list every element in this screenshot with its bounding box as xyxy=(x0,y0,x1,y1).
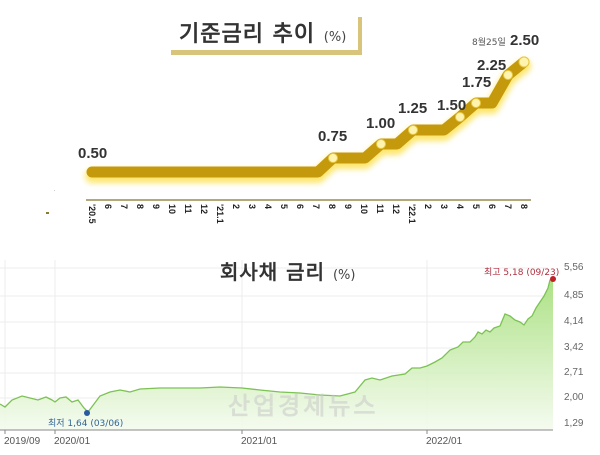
marker-0.75 xyxy=(328,153,338,163)
x-tick: 2020/01 xyxy=(54,436,91,447)
month-tick: 12 xyxy=(391,204,401,215)
marker-1.75 xyxy=(471,98,481,108)
month-tick: 4 xyxy=(455,204,465,210)
label-2.25: 2.25 xyxy=(477,57,507,74)
month-tick: 9 xyxy=(151,204,161,210)
corporate-bond-chart xyxy=(0,260,556,434)
marker-2.25 xyxy=(503,70,513,80)
x-tick: 2019/09 xyxy=(4,436,41,447)
label-1.25: 1.25 xyxy=(398,100,428,117)
bond-area xyxy=(0,279,553,430)
month-tick: 8 xyxy=(519,204,529,210)
max-annotation: 최고 5,18 (09/23) xyxy=(484,268,560,278)
month-tick: 6 xyxy=(295,204,305,210)
label-2.50: 2.50 xyxy=(510,32,540,49)
policy-rate-chart xyxy=(46,56,531,214)
y-tick: 4,85 xyxy=(564,290,584,301)
month-tick: 3 xyxy=(247,204,257,210)
month-tick: 7 xyxy=(503,204,513,210)
month-tick: 6 xyxy=(103,204,113,210)
y-tick: 2,00 xyxy=(564,392,584,403)
label-1.75: 1.75 xyxy=(462,74,492,91)
bond-rate-unit: (%) xyxy=(332,268,356,283)
watermark: 산업경제뉴스 xyxy=(228,392,379,420)
month-tick: 10 xyxy=(359,204,369,215)
date-note: 8월25일 xyxy=(472,38,506,48)
bond-rate-title-text: 회사채 금리 xyxy=(220,260,325,284)
min-annotation: 최저 1,64 (03/06) xyxy=(48,419,124,429)
policy-rate-title: 기준금리 추이 (%) xyxy=(167,12,359,50)
y-tick: 2,71 xyxy=(564,367,584,378)
month-tick: 2 xyxy=(423,204,433,210)
month-tick: 7 xyxy=(311,204,321,210)
month-tick: 9 xyxy=(343,204,353,210)
month-tick: 5 xyxy=(279,204,289,210)
bond-rate-title: 회사채 금리 (%) xyxy=(220,256,355,285)
month-tick: 6 xyxy=(487,204,497,210)
label-1.50: 1.50 xyxy=(437,97,467,114)
y-tick: 4,14 xyxy=(564,316,584,327)
label-0.75: 0.75 xyxy=(318,128,348,145)
max-marker xyxy=(550,276,556,282)
month-tick: 4 xyxy=(263,204,273,210)
x-tick: 2021/01 xyxy=(241,436,278,447)
label-0.50: 0.50 xyxy=(78,145,108,162)
label-1.00: 1.00 xyxy=(366,115,396,132)
month-tick: 5 xyxy=(471,204,481,210)
min-marker xyxy=(84,410,90,416)
marker-1.25 xyxy=(408,125,418,135)
x-tick: 2022/01 xyxy=(426,436,463,447)
month-tick: 8 xyxy=(135,204,145,210)
month-tick: 10 xyxy=(167,204,177,215)
month-tick: 8 xyxy=(327,204,337,210)
marker-1.50 xyxy=(455,112,465,122)
marker-2.50 xyxy=(518,56,530,68)
month-tick: 11 xyxy=(375,204,385,214)
y-tick: 3,42 xyxy=(564,342,584,353)
y-tick: 5,56 xyxy=(564,262,584,273)
month-tick: 12 xyxy=(199,204,209,215)
month-tick: 3 xyxy=(439,204,449,210)
month-tick: 7 xyxy=(119,204,129,210)
marker-1.00 xyxy=(376,139,386,149)
month-tick: 11 xyxy=(183,204,193,214)
month-tick: 2 xyxy=(231,204,241,210)
y-tick: 1,29 xyxy=(564,418,584,429)
month-tick: '22.1 xyxy=(407,204,417,224)
bond-line xyxy=(0,278,554,413)
policy-rate-unit: (%) xyxy=(323,30,347,45)
policy-rate-title-text: 기준금리 추이 xyxy=(179,22,316,47)
month-tick: '20.5 xyxy=(87,204,97,224)
month-tick: '21.1 xyxy=(215,204,225,224)
